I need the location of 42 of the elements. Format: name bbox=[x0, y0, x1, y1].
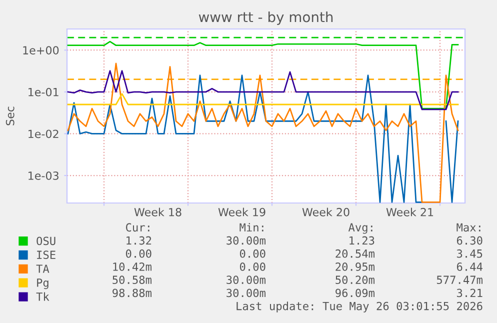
text: Max: bbox=[456, 223, 480, 232]
text: 0.00 bbox=[240, 262, 266, 271]
text: Avg: bbox=[348, 223, 372, 234]
text: 50.58m bbox=[112, 276, 152, 284]
legend-label: ISE bbox=[37, 250, 56, 260]
text: Last update: Tue May 26 03:01:55 2026 bbox=[236, 302, 482, 312]
text: 3.21 bbox=[456, 288, 482, 298]
text: 3.45 bbox=[456, 249, 482, 258]
text: Min: bbox=[240, 222, 264, 232]
text: 30.00m bbox=[226, 288, 266, 298]
text: Cur: bbox=[126, 223, 150, 232]
text: 20.95m bbox=[336, 262, 374, 271]
legend-label: OSU bbox=[36, 236, 56, 246]
text: 577.47m bbox=[436, 276, 482, 284]
x-tick-label: Week 19 bbox=[218, 208, 266, 216]
x-tick-label: Week 20 bbox=[302, 208, 350, 216]
chart-title: www rtt - by month bbox=[198, 12, 333, 25]
y-tick-label: 1e-03 bbox=[28, 171, 58, 180]
text: 6.44 bbox=[456, 262, 482, 271]
legend-label: Tk bbox=[36, 292, 50, 301]
legend-label: TA bbox=[36, 264, 50, 273]
text: 50.20m bbox=[336, 276, 374, 284]
text: 20.54m bbox=[336, 249, 374, 258]
y-tick-label: 1e+00 bbox=[23, 46, 59, 54]
legend-label: Pg bbox=[37, 278, 48, 290]
text: 6.30 bbox=[456, 236, 482, 245]
text: 30.00m bbox=[226, 236, 266, 245]
text: 1.32 bbox=[126, 236, 152, 245]
text: 1.23 bbox=[350, 236, 374, 245]
y-tick-label: 1e-01 bbox=[28, 88, 58, 96]
x-tick-label: Week 18 bbox=[134, 208, 182, 216]
text: 0.00 bbox=[126, 249, 152, 258]
line-series bbox=[67, 70, 459, 110]
y-tick-label: 1e-02 bbox=[28, 130, 58, 138]
text: 30.00m bbox=[226, 276, 266, 284]
y-axis-title: Sec bbox=[6, 106, 14, 126]
text: 0.00 bbox=[240, 249, 266, 258]
x-tick-label: Week 21 bbox=[386, 208, 434, 216]
text: 10.42m bbox=[113, 262, 152, 271]
line-series bbox=[67, 40, 459, 110]
text: 98.88m bbox=[112, 288, 152, 298]
text: 96.09m bbox=[336, 288, 374, 298]
